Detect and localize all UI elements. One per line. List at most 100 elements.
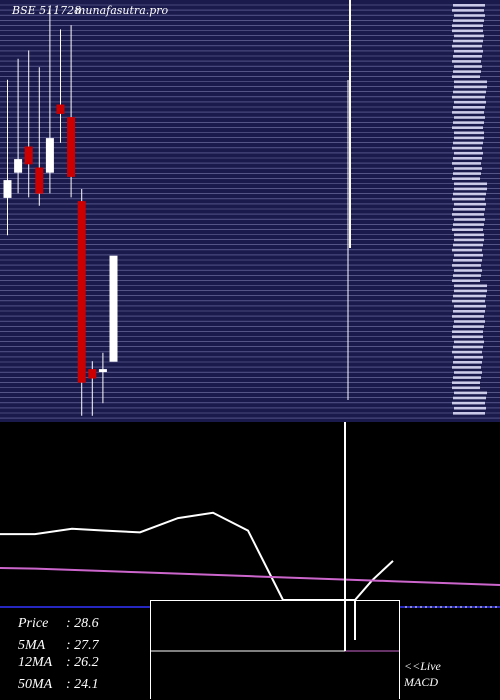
candle-down: [24, 146, 33, 165]
axis-tick-mark: [454, 253, 483, 257]
axis-tick-mark: [452, 315, 484, 318]
axis-tick-mark: [452, 330, 483, 333]
price-value: 28.6: [74, 616, 99, 631]
ma12-value: 26.2: [74, 655, 99, 670]
axis-tick-mark: [453, 259, 482, 262]
ma5-label: 5MA: [18, 638, 46, 653]
axis-tick-mark: [454, 269, 482, 272]
axis-tick-mark: [452, 24, 483, 27]
axis-tick-mark: [452, 44, 482, 48]
price-axis-ticks: [452, 4, 487, 415]
axis-tick-mark: [452, 95, 485, 99]
axis-tick-mark: [454, 151, 483, 155]
axis-tick-mark: [453, 70, 481, 73]
axis-tick-mark: [452, 29, 483, 33]
ma50-value: 24.1: [74, 677, 99, 692]
macd-panel: [150, 600, 400, 699]
axis-tick-mark: [453, 345, 483, 349]
axis-tick-mark: [453, 376, 481, 379]
axis-tick-mark: [453, 39, 483, 43]
live-macd-line1: <<Live: [404, 659, 441, 673]
axis-tick-mark: [452, 366, 481, 369]
axis-tick-mark: [452, 299, 485, 303]
price-label: Price: [18, 616, 49, 631]
axis-tick-mark: [453, 141, 483, 145]
axis-tick-mark: [453, 208, 485, 211]
axis-tick-mark: [452, 381, 480, 384]
axis-tick-mark: [454, 14, 485, 17]
ma50-label: 50MA: [18, 677, 53, 692]
axis-tick-mark: [454, 167, 482, 170]
long-average-line: [0, 567, 500, 586]
axis-tick-mark: [452, 279, 480, 282]
chart-symbol: BSE 511728: [11, 4, 81, 17]
axis-tick-mark: [452, 335, 483, 339]
axis-tick-mark: [454, 304, 486, 308]
candle-down: [67, 117, 76, 177]
axis-tick-mark: [454, 218, 485, 221]
axis-tick-mark: [452, 126, 483, 129]
axis-tick-mark: [452, 177, 480, 180]
axis-tick-mark: [453, 243, 483, 247]
axis-tick-mark: [453, 4, 485, 7]
axis-tick-mark: [452, 162, 481, 165]
axis-tick-mark: [452, 146, 482, 150]
candle-down: [35, 167, 44, 194]
axis-tick-mark: [454, 116, 485, 119]
axis-tick-mark: [454, 182, 487, 186]
candle-down: [56, 104, 65, 114]
axis-tick-mark: [452, 9, 484, 12]
axis-tick-mark: [453, 106, 485, 109]
axis-tick-mark: [453, 172, 481, 175]
candle-up: [14, 159, 23, 173]
ma5-value: 27.7: [74, 638, 99, 653]
axis-tick-mark: [453, 19, 484, 22]
axis-tick-mark: [453, 223, 484, 226]
axis-tick-mark: [453, 412, 485, 415]
axis-tick-mark: [453, 55, 482, 58]
axis-tick-mark: [454, 202, 486, 206]
candle-down: [88, 369, 97, 379]
axis-tick-mark: [452, 75, 480, 78]
axis-tick-mark: [454, 340, 484, 344]
axis-tick-mark: [454, 65, 482, 68]
axis-tick-mark: [454, 100, 486, 104]
axis-tick-mark: [454, 85, 487, 89]
axis-tick-mark: [453, 361, 482, 364]
axis-tick-mark: [454, 371, 482, 374]
ma50-row: 50MA: 24.1: [18, 677, 99, 692]
axis-tick-mark: [452, 264, 481, 267]
candle-down: [77, 201, 86, 383]
axis-tick-mark: [454, 34, 484, 38]
axis-tick-mark: [454, 289, 487, 293]
axis-tick-mark: [453, 90, 486, 94]
axis-tick-mark: [452, 350, 482, 354]
axis-tick-mark: [453, 325, 484, 328]
axis-tick-mark: [453, 121, 484, 124]
price-row: Price: 28.6: [18, 616, 99, 631]
axis-tick-mark: [454, 391, 487, 395]
axis-tick-mark: [452, 248, 482, 252]
axis-tick-mark: [453, 192, 486, 196]
axis-tick-mark: [452, 111, 484, 114]
axis-tick-mark: [454, 131, 484, 135]
axis-tick-mark: [454, 187, 487, 191]
axis-tick-mark: [454, 238, 484, 242]
chart-source: munafasutra.pro: [75, 4, 169, 17]
axis-tick-mark: [454, 49, 483, 53]
axis-tick-mark: [453, 274, 481, 277]
axis-tick-mark: [454, 406, 486, 410]
axis-tick-mark: [454, 284, 487, 288]
candlesticks: [3, 8, 118, 416]
candle-up: [109, 255, 118, 362]
ma12-row: 12MA: 26.2: [18, 655, 99, 670]
axis-tick-mark: [454, 136, 484, 140]
axis-tick-mark: [452, 401, 485, 405]
candle-up: [3, 180, 12, 198]
axis-tick-mark: [452, 228, 483, 231]
ma5-row: 5MA: 27.7: [18, 638, 99, 653]
axis-tick-mark: [454, 320, 485, 323]
axis-tick-mark: [453, 310, 485, 313]
price-panel-background: [0, 0, 500, 422]
